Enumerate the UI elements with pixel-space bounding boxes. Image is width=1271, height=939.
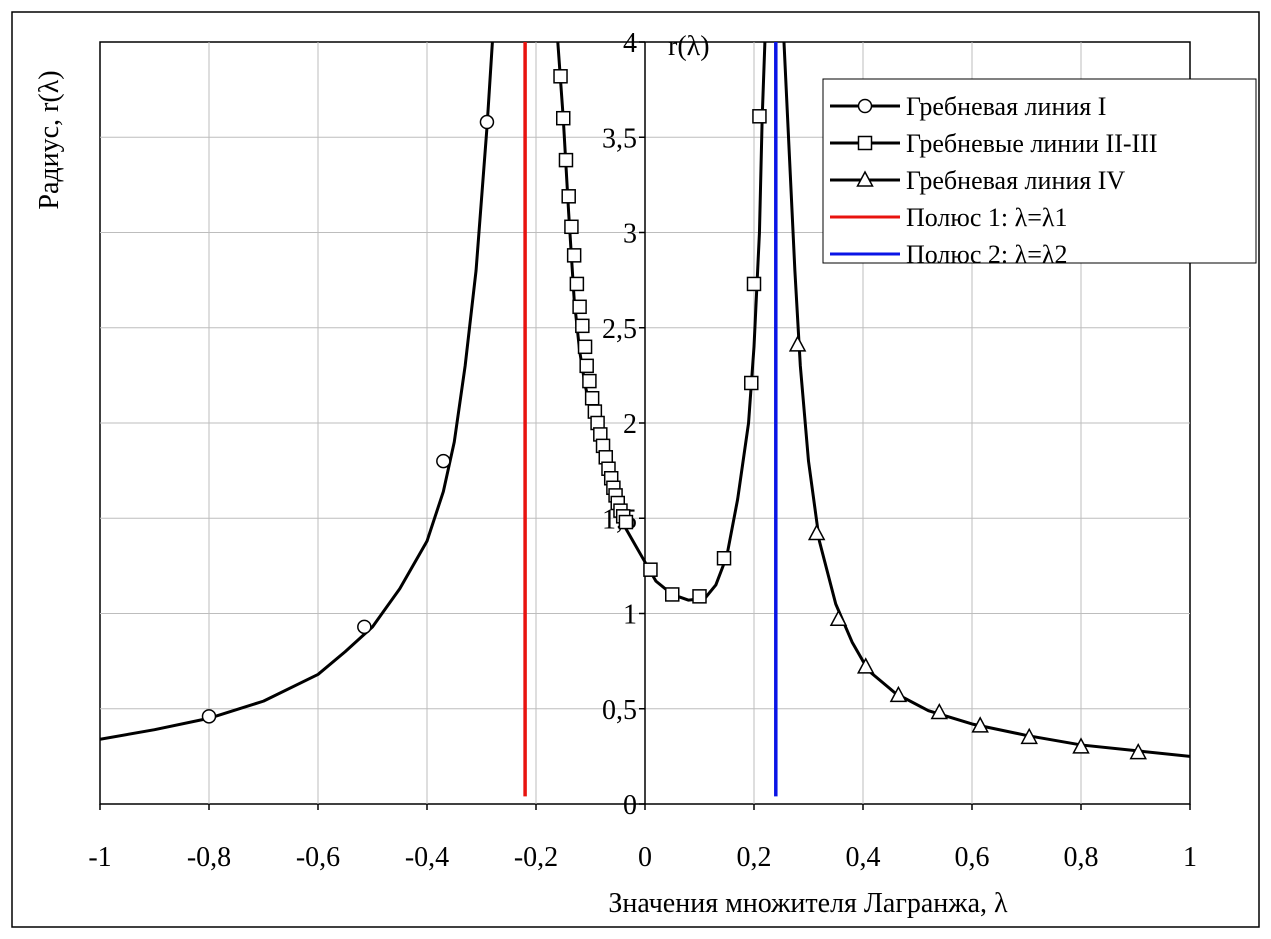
y-axis: 00,511,522,533,54 bbox=[602, 28, 646, 821]
x-tick-label: -1 bbox=[88, 842, 111, 873]
legend: Гребневая линия I Гребневые линии II-III Г… bbox=[822, 78, 1257, 269]
y-tick-label: 1 bbox=[623, 600, 637, 631]
y-tick-label: 3 bbox=[623, 219, 637, 250]
series-3-point bbox=[829, 609, 848, 626]
x-axis: -1 -0,8 -0,6 -0,4 -0,2 0 0,2 0,4 0,6 0,8 1 bbox=[88, 804, 1197, 873]
series-2-point bbox=[643, 562, 658, 577]
series-2-point bbox=[752, 109, 767, 124]
x-axis-title: Значения множителя Лагранжа, λ bbox=[608, 888, 1008, 919]
series-2-point bbox=[584, 390, 600, 406]
series-2-point bbox=[582, 373, 597, 389]
series-line-1 bbox=[100, 42, 494, 741]
y-axis-title: Радиус, r(λ) bbox=[34, 70, 65, 209]
series-1-point bbox=[479, 114, 495, 130]
series-2-point bbox=[579, 358, 594, 374]
series-2-point bbox=[575, 318, 590, 334]
x-tick-label: 0 bbox=[638, 842, 652, 873]
series-2-point bbox=[553, 69, 568, 84]
y-tick-label: 2,5 bbox=[602, 314, 637, 345]
series-3-point bbox=[856, 657, 875, 674]
marker-layer bbox=[201, 69, 1147, 760]
x-tick-label: 1 bbox=[1183, 842, 1197, 873]
series-2-point bbox=[569, 276, 585, 292]
series-2-point bbox=[665, 587, 680, 602]
y-tick-label: 0 bbox=[623, 790, 637, 821]
x-tick-label: 0,6 bbox=[955, 842, 990, 873]
x-tick-label: 0,4 bbox=[846, 842, 881, 873]
legend-label: Гребневые линии II-III bbox=[906, 129, 1157, 158]
x-tick-label: -0,6 bbox=[296, 842, 340, 873]
series-line-2 bbox=[556, 42, 767, 602]
series-2-point bbox=[577, 339, 593, 355]
legend-label: Гребневая линия IV bbox=[906, 166, 1125, 195]
y-tick-label: 2 bbox=[623, 409, 637, 440]
legend-label: Гребневая линия I bbox=[906, 92, 1106, 121]
series-2-point bbox=[744, 375, 759, 391]
series-line-3 bbox=[782, 42, 1190, 758]
series-3-point bbox=[807, 523, 826, 541]
series-2-point bbox=[556, 110, 571, 126]
series-layer bbox=[100, 42, 1190, 797]
legend-label: Полюс 2: λ=λ2 bbox=[906, 240, 1067, 269]
series-2-point bbox=[566, 248, 582, 263]
series-1-point bbox=[357, 619, 372, 635]
y-tick-label: 0,5 bbox=[602, 695, 637, 726]
series-2-point bbox=[572, 299, 587, 315]
legend-label: Полюс 1: λ=λ1 bbox=[906, 203, 1067, 232]
y-tick-label: 4 bbox=[623, 28, 637, 59]
series-2-point bbox=[558, 152, 574, 168]
y-tick-label: 3,5 bbox=[602, 123, 637, 154]
series-3-point bbox=[1129, 742, 1147, 760]
series-2-point bbox=[561, 189, 576, 204]
x-tick-label: -0,8 bbox=[187, 842, 231, 873]
x-tick-label: -0,4 bbox=[405, 842, 449, 873]
x-tick-label: 0,2 bbox=[737, 842, 772, 873]
series-2-point bbox=[564, 219, 579, 235]
series-2-point bbox=[692, 589, 707, 604]
series-3-point bbox=[930, 702, 949, 720]
x-tick-label: 0,8 bbox=[1064, 842, 1099, 873]
series-2-point bbox=[618, 514, 634, 530]
y-axis-inline-label: r(λ) bbox=[668, 31, 710, 62]
legend-marker bbox=[856, 170, 874, 187]
series-3-point bbox=[889, 685, 908, 703]
series-1-point bbox=[201, 709, 217, 724]
series-2-point bbox=[716, 551, 732, 566]
series-1-point bbox=[436, 453, 451, 469]
series-3-point bbox=[788, 335, 807, 352]
series-2-point bbox=[746, 276, 762, 292]
series-3-point bbox=[1020, 727, 1038, 745]
legend-marker bbox=[857, 135, 873, 151]
series-3-point bbox=[971, 716, 989, 733]
legend-box bbox=[822, 78, 1257, 264]
x-tick-label: -0,2 bbox=[514, 842, 558, 873]
series-3-point bbox=[1072, 737, 1090, 754]
legend-marker bbox=[857, 98, 873, 114]
